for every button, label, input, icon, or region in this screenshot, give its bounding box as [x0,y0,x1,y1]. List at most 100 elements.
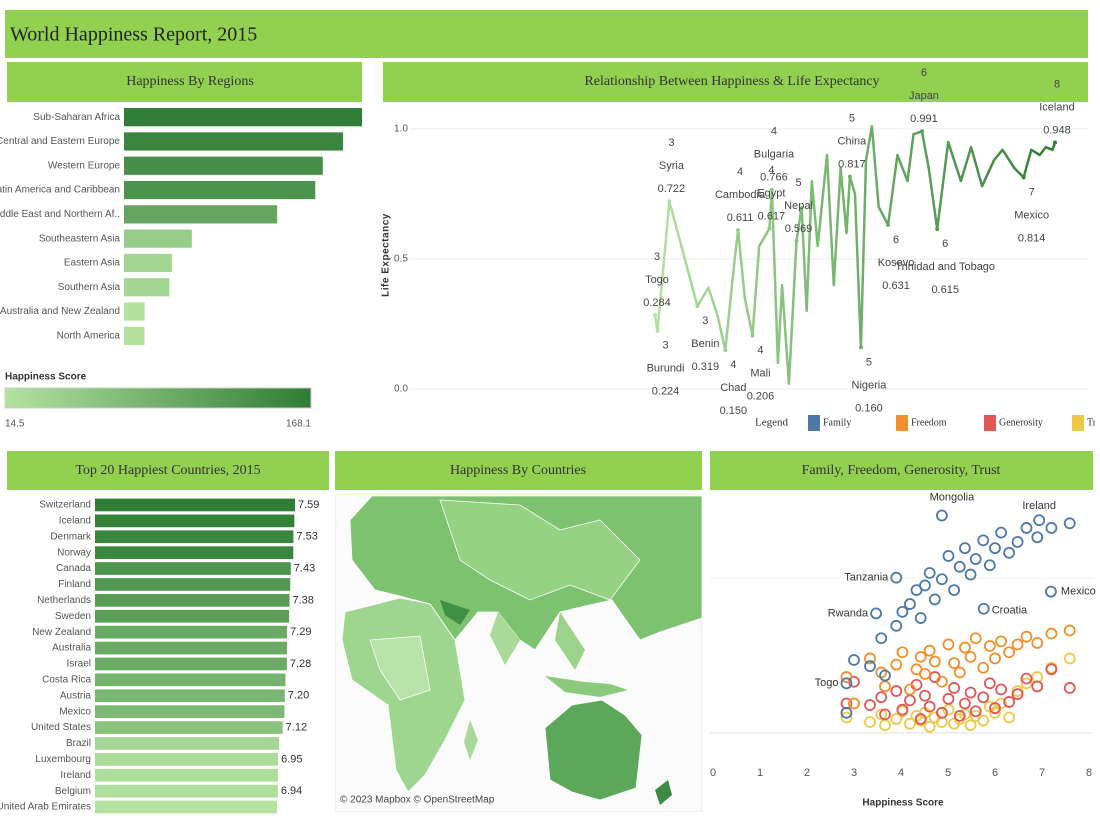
annotation-rank: 5 [849,112,855,124]
category-label: Brazil [66,738,91,749]
bar [124,326,145,345]
annotation-point [935,227,940,232]
annotation-value: 0.991 [910,113,938,125]
category-label: Luxembourg [35,754,91,765]
legend-swatch [896,415,908,431]
point [1063,624,1076,637]
annotation-rank: 6 [893,234,899,246]
point [1031,680,1044,693]
category-label: Central and Eastern Europe [0,136,120,147]
annotation-value: 0.284 [643,297,671,309]
legend-label: Freedom [911,417,947,428]
arabia [440,600,470,625]
legend-swatch [1072,415,1084,431]
y-axis-title: Life Expectancy [381,213,392,297]
y-tick-label: 1.0 [394,124,408,135]
point [1003,711,1015,724]
point [840,671,853,683]
value-label: 7.38 [292,594,313,606]
annotation-point [919,129,924,134]
bar [95,514,295,528]
x-tick-label: 1 [757,767,763,779]
category-label: Austria [60,690,92,701]
annotation-label: Iceland [1039,101,1074,113]
point [848,654,860,666]
annotation-label: Croatia [992,605,1028,617]
category-label: Norway [57,547,91,558]
panel-title: Happiness By Countries [450,463,586,478]
annotation-label: Syria [659,160,685,172]
point [1031,531,1044,544]
annotation-value: 0.160 [855,402,883,414]
annotation-value: 0.948 [1043,124,1071,136]
x-tick-label: 6 [992,767,998,779]
point [1020,677,1033,690]
point [989,652,1001,665]
color-scale [4,387,312,409]
annotation-label: Japan [909,90,939,102]
value-label: 7.59 [298,499,319,511]
annotation-rank: 4 [737,166,743,178]
point [890,685,903,697]
panel-header [335,451,702,490]
annotation-label: Kosovo [878,257,915,269]
point [879,680,891,693]
bar [124,108,362,127]
point [989,706,1001,719]
bar [95,546,294,560]
annotation-point [695,304,700,309]
annotation-value: 0.814 [1018,232,1046,244]
category-label: Ireland [60,770,91,781]
point [969,705,982,718]
value-label: 7.29 [290,626,311,638]
annotation-label: Nepal [784,200,813,212]
bar [124,180,316,200]
point [935,706,948,719]
point [879,669,891,682]
annotation-point [977,602,990,615]
point [848,697,860,710]
annotation-label: Egypt [757,187,785,199]
point [896,605,909,618]
point [942,692,955,705]
y-tick-label: 0.0 [394,384,408,395]
annotation-point [767,226,772,231]
category-label: North America [57,330,121,341]
india [490,612,520,665]
new-zealand [655,780,672,805]
panel-header [383,62,1088,102]
point [983,640,996,652]
annotation-point [847,174,852,179]
annotation-rank: 3 [654,251,660,263]
category-label: Latin America and Caribbean [0,185,120,196]
x-axis-title: Happiness Score [862,798,944,809]
bar [95,641,288,655]
category-label: Southeastern Asia [39,233,121,244]
bar [124,278,170,297]
bar [124,156,323,175]
point [953,560,966,573]
category-label: Denmark [50,531,92,542]
annotation-rank: 6 [942,238,948,250]
annotation-point [653,313,657,318]
point [1020,630,1033,643]
bar [95,752,279,766]
point [904,598,916,610]
point [923,644,936,657]
point [969,632,982,645]
point [1003,546,1015,559]
annotation-value: 0.150 [720,405,748,417]
annotation-label: Trinidad and Tobago [895,261,995,273]
bar [95,784,278,798]
annotation-point [1033,514,1046,527]
annotation-label: Mexico [1014,209,1049,221]
category-label: New Zealand [32,627,91,638]
map-attribution: © 2023 Mapbox © OpenStreetMap [340,795,495,806]
point [919,668,931,680]
bar [95,721,283,734]
point [864,652,876,665]
point [953,710,966,722]
annotation-point [667,199,672,204]
point [1063,682,1076,694]
point [1045,663,1058,676]
